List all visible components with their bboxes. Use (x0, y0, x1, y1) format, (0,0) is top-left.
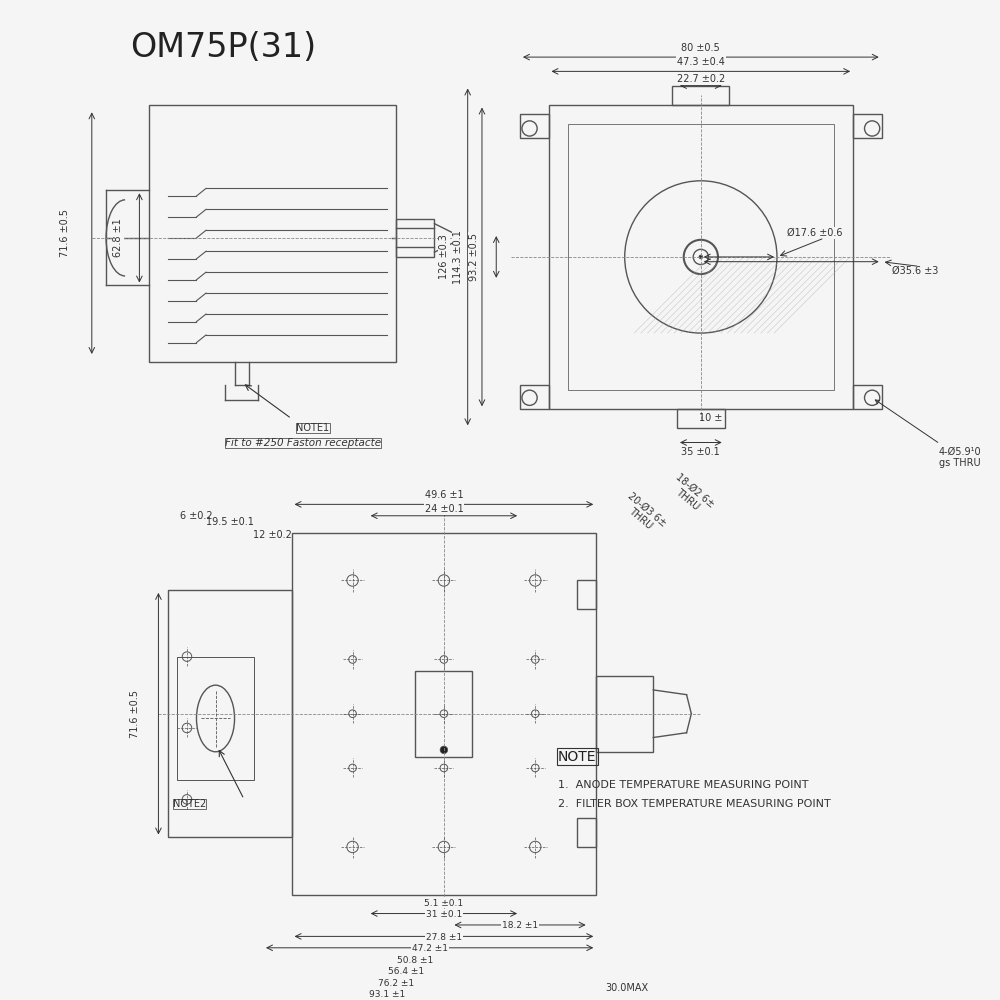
Text: 4-Ø5.9¹0
gs THRU: 4-Ø5.9¹0 gs THRU (875, 400, 981, 468)
Text: 50.8 ±1: 50.8 ±1 (397, 956, 433, 965)
Text: 93.1 ±1: 93.1 ±1 (369, 990, 405, 999)
Text: 56.4 ±1: 56.4 ±1 (388, 967, 424, 976)
Text: 80 ±0.5: 80 ±0.5 (681, 43, 720, 53)
Bar (292, 533, 596, 895)
Text: 126 ±0.3: 126 ±0.3 (439, 234, 449, 279)
Text: 5.1 ±0.1: 5.1 ±0.1 (424, 899, 463, 908)
Text: 1.  ANODE TEMPERATURE MEASURING POINT: 1. ANODE TEMPERATURE MEASURING POINT (558, 780, 809, 790)
Bar (149, 105, 396, 362)
Text: OM75P(31): OM75P(31) (130, 31, 316, 64)
Text: 30.0MAX: 30.0MAX (606, 983, 649, 993)
Text: 114.3 ±0.1: 114.3 ±0.1 (453, 230, 463, 284)
Text: 18.2 ±1: 18.2 ±1 (502, 921, 538, 930)
Text: Fit to #250 Faston receptacte: Fit to #250 Faston receptacte (225, 438, 381, 448)
Text: 2.  FILTER BOX TEMPERATURE MEASURING POINT: 2. FILTER BOX TEMPERATURE MEASURING POIN… (558, 799, 831, 809)
Text: 10 ±: 10 ± (699, 413, 722, 423)
Bar (396, 219, 434, 257)
Text: 35 ±0.1: 35 ±0.1 (681, 447, 720, 457)
Text: Ø17.6 ±0.6: Ø17.6 ±0.6 (787, 228, 843, 238)
Text: 20-Ø3 6±
THRU: 20-Ø3 6± THRU (619, 491, 669, 537)
Bar (520, 114, 549, 138)
Circle shape (440, 746, 448, 754)
Bar (549, 105, 853, 409)
Text: 24 ±0.1: 24 ±0.1 (425, 504, 463, 514)
Text: 62.8 ±1: 62.8 ±1 (113, 219, 123, 257)
Bar (596, 676, 653, 752)
Text: 93.2 ±0.5: 93.2 ±0.5 (469, 233, 479, 281)
Text: 19.5 ±0.1: 19.5 ±0.1 (206, 517, 254, 527)
Bar (677, 409, 725, 428)
Text: 47.2 ±1: 47.2 ±1 (412, 944, 448, 953)
Text: NOTE1: NOTE1 (296, 423, 330, 433)
Text: 6 ±0.2: 6 ±0.2 (180, 511, 213, 521)
Text: 18-Ø2 6±
THRU: 18-Ø2 6± THRU (666, 471, 716, 518)
Text: Ø35.6 ±3: Ø35.6 ±3 (892, 266, 938, 276)
Text: 76.2 ±1: 76.2 ±1 (378, 979, 414, 988)
Bar (853, 114, 882, 138)
Bar (168, 590, 292, 837)
Bar (577, 580, 596, 609)
Text: 49.6 ±1: 49.6 ±1 (425, 490, 463, 500)
Bar (520, 385, 549, 409)
Text: NOTE: NOTE (558, 750, 597, 764)
Circle shape (699, 255, 703, 259)
Text: 47.3 ±0.4: 47.3 ±0.4 (677, 57, 725, 67)
Bar (853, 385, 882, 409)
Text: NOTE2: NOTE2 (173, 799, 206, 809)
Text: 12 ±0.2: 12 ±0.2 (253, 530, 292, 540)
Text: 71.6 ±0.5: 71.6 ±0.5 (60, 209, 70, 257)
Bar (672, 86, 729, 105)
Bar (177, 657, 254, 780)
Text: 31 ±0.1: 31 ±0.1 (426, 910, 462, 919)
Bar (577, 818, 596, 847)
Bar (415, 671, 472, 757)
Text: 27.8 ±1: 27.8 ±1 (426, 933, 462, 942)
Text: 22.7 ±0.2: 22.7 ±0.2 (677, 74, 725, 84)
Text: 71.6 ±0.5: 71.6 ±0.5 (130, 690, 140, 738)
Bar (568, 124, 834, 390)
